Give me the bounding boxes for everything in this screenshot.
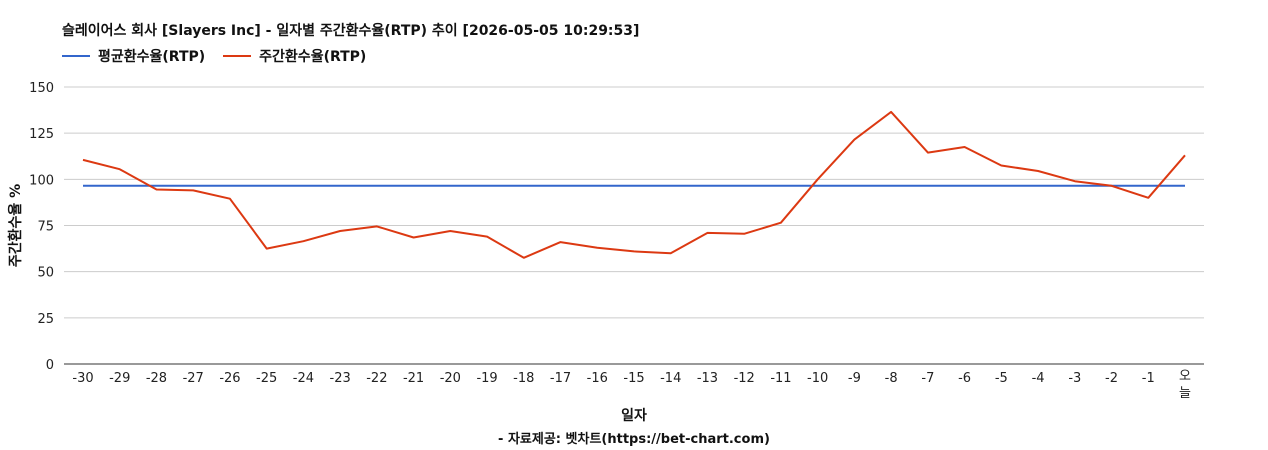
- x-tick-label: -11: [770, 371, 791, 386]
- x-tick-label-line: 늘: [1179, 386, 1191, 401]
- x-tick-label: -25: [256, 371, 277, 386]
- y-tick-label: 25: [37, 312, 54, 327]
- x-tick-label: -4: [1032, 371, 1045, 386]
- x-tick-label: -5: [995, 371, 1008, 386]
- legend-item-average[interactable]: 평균환수율(RTP): [62, 46, 205, 66]
- x-tick-label: -8: [885, 371, 898, 386]
- x-tick-label: -18: [513, 371, 534, 386]
- x-tick-label: -3: [1068, 371, 1081, 386]
- legend-item-weekly[interactable]: 주간환수율(RTP): [223, 46, 366, 66]
- y-tick-label: 0: [46, 358, 54, 373]
- series-lines: [82, 110, 1186, 259]
- x-tick-label: -19: [476, 371, 497, 386]
- x-tick-label: -29: [109, 371, 130, 386]
- y-tick-label: 125: [29, 127, 54, 142]
- grid-lines: [64, 86, 1204, 365]
- x-tick-label: -28: [146, 371, 167, 386]
- x-tick-label: -2: [1105, 371, 1118, 386]
- x-tick-label: -13: [697, 371, 718, 386]
- x-tick-label: -21: [403, 371, 424, 386]
- x-tick-label: -15: [623, 371, 644, 386]
- x-tick-label: -30: [72, 371, 93, 386]
- legend-swatch-average: [62, 55, 90, 57]
- x-axis-title: 일자: [621, 408, 647, 424]
- y-axis-title: 주간환수율 %: [7, 184, 24, 267]
- legend-label-weekly: 주간환수율(RTP): [259, 49, 367, 65]
- legend-swatch-weekly: [223, 55, 252, 57]
- y-tick-label: 50: [37, 266, 54, 281]
- x-tick-label-line: 오: [1179, 369, 1191, 384]
- x-tick-label: -20: [440, 371, 461, 386]
- x-tick-label: -23: [330, 371, 351, 386]
- x-tick-label: -9: [848, 371, 861, 386]
- x-tick-label: -22: [366, 371, 387, 386]
- data-credit: - 자료제공: 벳차트(https://bet-chart.com): [498, 432, 770, 447]
- y-tick-label: 75: [37, 220, 54, 235]
- x-tick-label: -24: [293, 371, 314, 386]
- legend: 평균환수율(RTP) 주간환수율(RTP): [62, 46, 366, 66]
- x-tick-label: -26: [219, 371, 240, 386]
- x-tick-label: -1: [1142, 371, 1155, 386]
- x-tick-label: -17: [550, 371, 571, 386]
- y-tick-label: 150: [29, 81, 54, 96]
- x-tick-label: -27: [183, 371, 204, 386]
- chart-title: 슬레이어스 회사 [Slayers Inc] - 일자별 주간환수율(RTP) …: [62, 23, 640, 39]
- x-tick-label: -16: [587, 371, 608, 386]
- x-tick-label: -10: [807, 371, 828, 386]
- series-line-weekly: [82, 110, 1186, 259]
- y-axis-ticks: 0 25 50 75 100 125 150: [29, 81, 54, 373]
- x-tick-label: -12: [734, 371, 755, 386]
- legend-label-average: 평균환수율(RTP): [98, 49, 206, 65]
- x-tick-label: -7: [921, 371, 934, 386]
- y-tick-label: 100: [29, 173, 54, 188]
- x-tick-label: -6: [958, 371, 971, 386]
- x-tick-label: -14: [660, 371, 681, 386]
- x-axis-ticks: -30 -29 -28 -27 -26 -25 -24 -23 -22 -21 -20 -19 -18 -…: [72, 369, 1191, 401]
